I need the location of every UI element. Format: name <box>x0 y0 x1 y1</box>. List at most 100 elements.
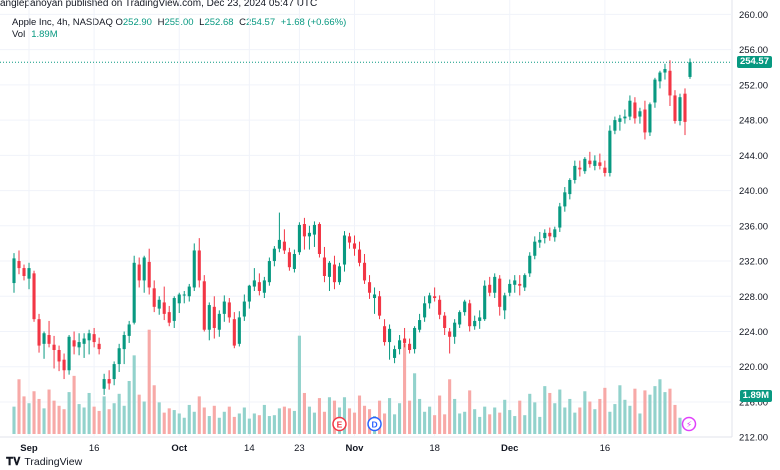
volume-bar <box>388 398 392 434</box>
candle-body <box>57 349 61 362</box>
candle-body <box>468 303 472 327</box>
candle-body <box>428 295 432 304</box>
volume-bar <box>27 403 31 434</box>
candle-body <box>137 264 141 281</box>
volume-bar <box>453 398 457 434</box>
volume-bar <box>137 394 141 434</box>
volume-bar <box>618 385 622 434</box>
volume-bar <box>332 400 337 434</box>
candle-body <box>267 261 271 283</box>
candle-body <box>112 364 116 380</box>
volume-bar <box>297 335 301 434</box>
candle-body <box>403 338 407 343</box>
candle-body <box>12 258 16 284</box>
candle-body <box>312 224 316 235</box>
volume-bar <box>177 413 181 434</box>
candle-body <box>32 273 36 320</box>
candle-body <box>227 302 231 318</box>
candle-body <box>678 97 682 121</box>
x-tick-label: 23 <box>294 443 305 454</box>
candle-body <box>147 261 151 288</box>
candle-body <box>382 326 387 343</box>
tradingview-logo[interactable]: 𝐓𝐕 TradingView <box>6 456 82 469</box>
candle-body <box>498 278 502 307</box>
volume-bar <box>418 398 422 434</box>
volume-bar <box>257 415 261 434</box>
volume-bar <box>92 406 96 434</box>
y-tick-label: 220.00 <box>739 362 768 373</box>
candle-body <box>282 241 286 251</box>
volume-bar <box>543 386 547 434</box>
volume-bar <box>312 412 316 434</box>
change-value: +1.68 (+0.66%) <box>280 17 347 28</box>
price-axis: 260.00 256.00 252.00 248.00 244.00 240.00 236.… <box>739 10 768 444</box>
volume-bar <box>553 403 557 434</box>
y-tick-label: 248.00 <box>739 116 768 127</box>
tv-logo-icon: 𝐓𝐕 <box>6 456 21 468</box>
candle-body <box>157 299 161 309</box>
candle-body <box>62 359 66 371</box>
dividend-marker: D <box>367 416 382 432</box>
volume-bar <box>222 411 226 434</box>
volume-bar <box>423 411 427 434</box>
volume-bar <box>398 403 402 434</box>
volume-bar <box>322 411 327 434</box>
candle-body <box>548 232 552 237</box>
volume-bar <box>212 405 216 434</box>
candle-body <box>287 252 291 268</box>
candle-body <box>488 284 492 293</box>
volume-bar <box>473 409 477 434</box>
volume-bar <box>22 396 26 434</box>
candle-body <box>197 250 201 281</box>
candle-body <box>372 294 377 299</box>
volume-bar <box>613 404 617 434</box>
time-axis: Sep 16 Oct 14 23 Nov 18 Dec 16 <box>20 443 610 454</box>
y-tick-label: 256.00 <box>739 45 768 56</box>
volume-bar <box>362 405 367 434</box>
x-tick-label: Dec <box>501 443 518 454</box>
candle-body <box>638 111 642 117</box>
y-tick-label: 216.00 <box>739 397 768 408</box>
grid-lines <box>0 0 733 438</box>
candle-body <box>418 320 422 330</box>
volume-bar <box>558 389 562 434</box>
candle-body <box>107 379 111 384</box>
candle-body <box>583 158 587 172</box>
volume-bar <box>357 395 362 434</box>
y-tick-label: 224.00 <box>739 327 768 338</box>
candle-body <box>322 257 327 277</box>
candle-body <box>142 257 146 281</box>
candle-body <box>167 312 171 323</box>
volume-bar <box>167 408 171 434</box>
volume-bar <box>578 407 582 434</box>
volume-bar <box>72 375 76 434</box>
candle-body <box>177 294 181 304</box>
symbol-label[interactable]: Apple Inc, 4h, NASDAQ <box>12 17 113 28</box>
candle-body <box>628 100 632 117</box>
volume-bar <box>568 398 572 434</box>
y-tick-label: 212.00 <box>739 433 768 444</box>
x-tick-label: Sep <box>20 443 38 454</box>
volume-bar <box>97 410 101 434</box>
volume-bar <box>307 406 311 434</box>
candle-body <box>72 340 76 347</box>
candle-body <box>127 324 131 336</box>
volume-bar <box>458 413 462 434</box>
low-value: 252.68 <box>204 17 234 28</box>
candle-body <box>182 294 186 296</box>
candle-body <box>87 333 91 341</box>
candle-body <box>202 281 206 330</box>
x-tick-label: 16 <box>89 443 100 454</box>
volume-bar <box>207 416 211 434</box>
candle-body <box>658 72 662 82</box>
candle-body <box>242 301 246 317</box>
low-label: L <box>199 17 205 28</box>
candle-body <box>438 299 442 315</box>
candle-body <box>453 322 457 337</box>
volume-bar <box>443 414 447 434</box>
candle-body <box>237 317 241 344</box>
candle-body <box>483 285 487 320</box>
volume-bar <box>57 405 61 434</box>
tv-logo-text: TradingView <box>24 456 83 468</box>
